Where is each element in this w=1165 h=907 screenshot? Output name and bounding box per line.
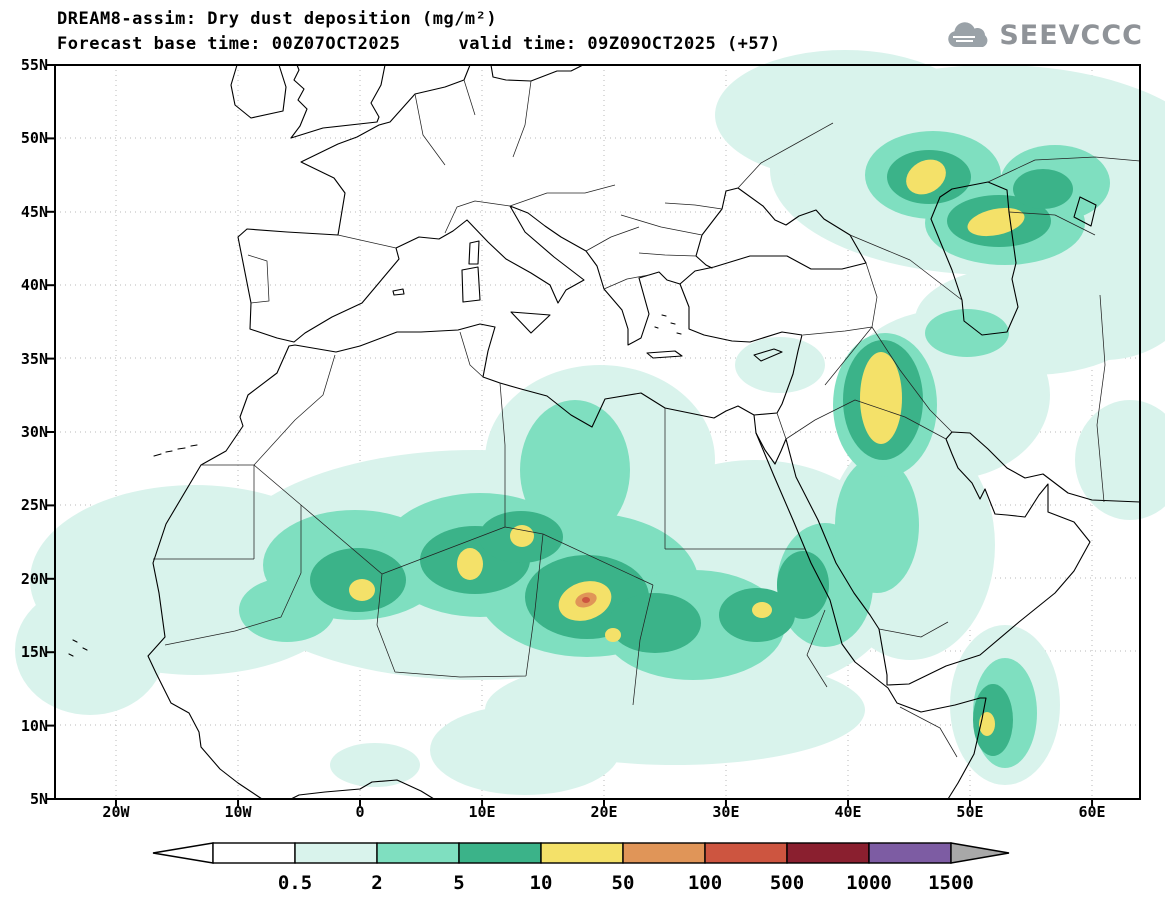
legend-value-label: 50 (612, 872, 635, 894)
y-axis-tick-label: 10N (20, 716, 48, 735)
legend-overflow-arrow (950, 842, 1010, 864)
x-axis-tick-label: 50E (956, 803, 984, 821)
legend-cell (868, 842, 952, 864)
legend-underflow-arrow (152, 842, 214, 864)
legend-value-label: 0.5 (278, 872, 312, 894)
country-borders (153, 79, 1141, 758)
legend-cell (376, 842, 460, 864)
map-frame (54, 64, 1141, 800)
dust-deposition-fill-layer (15, 50, 1165, 795)
y-axis-tick-label: 15N (20, 643, 48, 662)
x-axis-tick-label: 0 (355, 803, 365, 821)
legend-cell (786, 842, 870, 864)
y-axis-tick-label: 25N (20, 496, 48, 515)
legend-value-label: 2 (371, 872, 382, 894)
coastlines (68, 64, 1141, 800)
valid-time-label: valid time: (458, 34, 577, 54)
axis-ticks (47, 64, 1094, 806)
legend-value-label: 5 (453, 872, 464, 894)
forecast-base-value: 00Z07OCT2025 (271, 34, 401, 54)
x-axis-tick-label: 10E (468, 803, 496, 821)
x-axis-tick-label: 60E (1078, 803, 1106, 821)
page-subtitle: Forecast base time: 00Z07OCT2025 valid ti… (57, 32, 781, 57)
color-scale-legend: 0.5 2 5 10 50 100 500 1000 1500 (152, 842, 1010, 894)
legend-value-label: 500 (770, 872, 804, 894)
legend-cell (622, 842, 706, 864)
x-axis-tick-label: 20E (590, 803, 618, 821)
x-axis-tick-label: 10W (224, 803, 252, 821)
y-axis-tick-label: 5N (29, 790, 48, 808)
y-axis-tick-label: 50N (20, 129, 48, 148)
forecast-base-label: Forecast base time: (57, 34, 261, 54)
y-axis-tick-label: 45N (20, 202, 48, 221)
forecast-map (15, 50, 1165, 806)
legend-value-label: 1500 (928, 872, 974, 894)
x-axis-tick-label: 40E (834, 803, 862, 821)
x-axis-tick-label: 20W (102, 803, 130, 821)
legend-value-label: 10 (530, 872, 553, 894)
y-axis-tick-label: 40N (20, 276, 48, 295)
y-axis-tick-label: 20N (20, 569, 48, 588)
page-title: DREAM8-assim: Dry dust deposition (mg/m²… (57, 9, 498, 29)
legend-cell (458, 842, 542, 864)
y-axis-tick-label: 35N (20, 349, 48, 368)
y-axis-tick-label: 55N (20, 56, 48, 74)
title-block: DREAM8-assim: Dry dust deposition (mg/m²… (57, 7, 781, 57)
legend-value-label: 100 (688, 872, 722, 894)
legend-cell (540, 842, 624, 864)
legend-cell (704, 842, 788, 864)
y-axis-tick-label: 30N (20, 423, 48, 441)
legend-cell (294, 842, 378, 864)
x-axis-tick-label: 30E (712, 803, 740, 821)
legend-cell (212, 842, 296, 864)
logo-text: SEEVCCC (999, 20, 1143, 51)
seevccc-logo: SEEVCCC (944, 20, 1143, 51)
cloud-icon (948, 21, 988, 47)
legend-value-label: 1000 (846, 872, 892, 894)
valid-time-value: 09Z09OCT2025 (+57) (587, 34, 781, 54)
